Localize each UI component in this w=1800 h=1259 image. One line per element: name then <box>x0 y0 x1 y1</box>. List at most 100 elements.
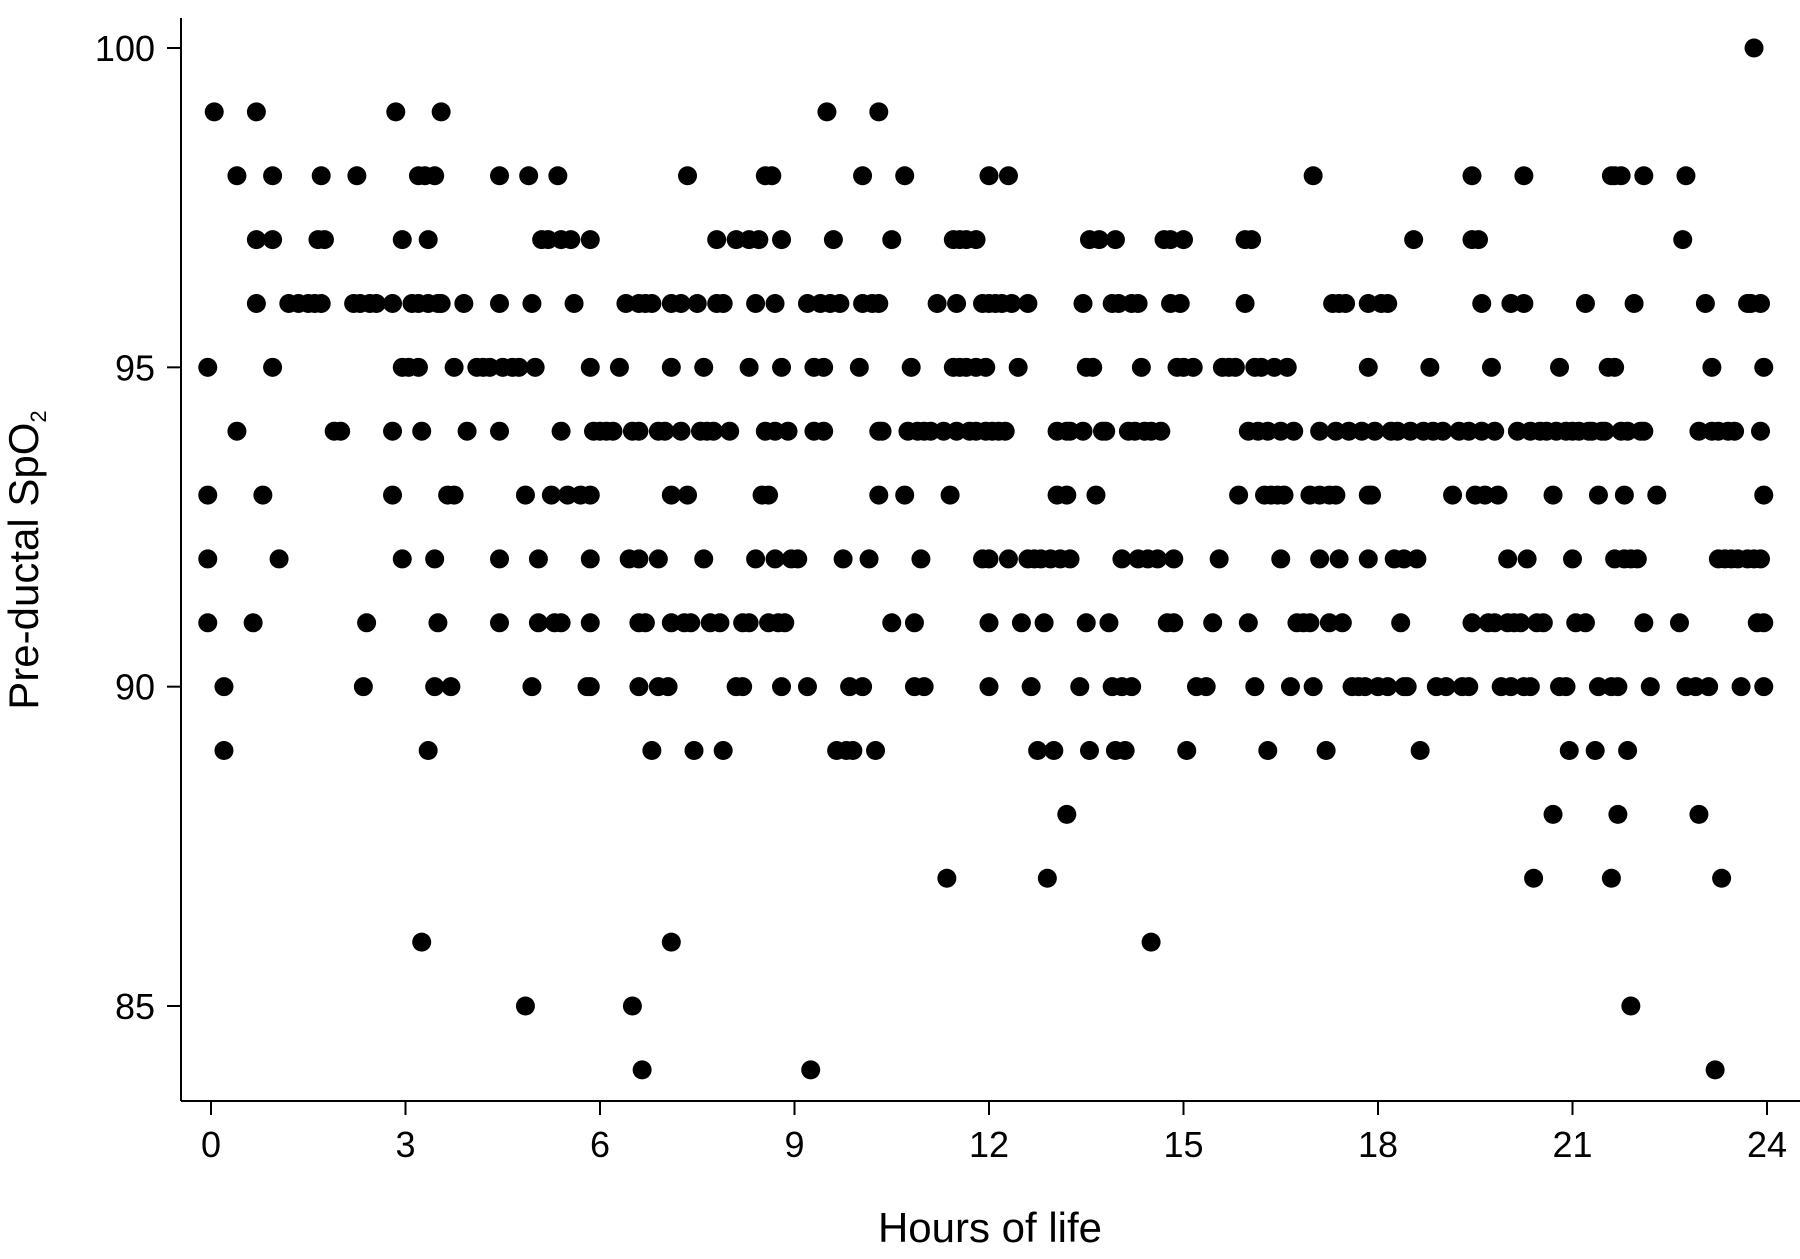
data-point <box>1608 804 1628 824</box>
data-point <box>1550 357 1570 377</box>
data-point <box>671 421 691 441</box>
data-point <box>548 166 568 186</box>
x-tick-label: 0 <box>201 1124 221 1165</box>
data-point <box>1151 421 1171 441</box>
data-point <box>979 613 999 633</box>
data-point <box>1514 293 1534 313</box>
data-point <box>1170 293 1190 313</box>
data-point <box>392 230 412 250</box>
data-point <box>515 485 535 505</box>
data-point <box>1498 549 1518 569</box>
data-point <box>1073 293 1093 313</box>
data-point <box>1410 741 1430 761</box>
data-point <box>528 613 548 633</box>
data-point <box>347 166 367 186</box>
data-point <box>713 741 733 761</box>
data-point <box>551 613 571 633</box>
data-point <box>425 166 445 186</box>
data-point <box>541 485 561 505</box>
data-point <box>1070 677 1090 697</box>
data-point <box>1559 741 1579 761</box>
data-point <box>418 230 438 250</box>
y-axis-title: Pre-ductal SpO2 <box>0 410 51 709</box>
data-point <box>1141 932 1161 952</box>
data-point <box>1673 230 1693 250</box>
data-point <box>655 421 675 441</box>
data-points <box>198 38 1774 1080</box>
data-point <box>823 230 843 250</box>
data-point <box>1481 357 1501 377</box>
data-point <box>622 996 642 1016</box>
data-point <box>869 102 889 122</box>
x-tick-label: 21 <box>1552 1124 1592 1165</box>
data-point <box>1605 357 1625 377</box>
data-point <box>1164 549 1184 569</box>
data-point <box>998 166 1018 186</box>
data-point <box>425 549 445 569</box>
data-point <box>1037 868 1057 888</box>
x-axis-ticks: 0 3 6 9 12 15 18 21 24 <box>201 1101 1787 1165</box>
data-point <box>979 549 999 569</box>
data-point <box>331 421 351 441</box>
data-point <box>1514 166 1534 186</box>
data-point <box>204 102 224 122</box>
data-point <box>431 293 451 313</box>
data-point <box>762 166 782 186</box>
data-point <box>1002 293 1022 313</box>
data-point <box>198 613 218 633</box>
data-point <box>817 102 837 122</box>
data-point <box>246 230 266 250</box>
x-axis-title: Hours of life <box>878 1204 1102 1251</box>
data-point <box>1676 166 1696 186</box>
data-point <box>1196 677 1216 697</box>
data-point <box>1310 421 1330 441</box>
data-point <box>882 613 902 633</box>
data-point <box>1563 549 1582 569</box>
data-point <box>246 293 266 313</box>
data-point <box>1754 485 1774 505</box>
data-point <box>1611 166 1631 186</box>
data-point <box>1754 677 1774 697</box>
data-point <box>418 741 438 761</box>
data-point <box>1122 677 1142 697</box>
data-point <box>927 293 947 313</box>
data-point <box>1556 677 1576 697</box>
data-point <box>1462 613 1482 633</box>
data-point <box>263 357 283 377</box>
data-point <box>357 613 377 633</box>
data-point <box>1640 677 1660 697</box>
data-point <box>1086 485 1106 505</box>
data-point <box>869 485 889 505</box>
data-point <box>1634 613 1654 633</box>
data-point <box>778 421 798 441</box>
data-point <box>1511 613 1531 633</box>
data-point <box>1099 613 1119 633</box>
data-point <box>1229 485 1249 505</box>
data-point <box>428 613 448 633</box>
data-point <box>1468 230 1488 250</box>
data-point <box>947 293 967 313</box>
data-point <box>733 677 753 697</box>
data-point <box>1751 549 1771 569</box>
data-point <box>979 166 999 186</box>
data-point <box>911 549 931 569</box>
data-point <box>671 293 691 313</box>
data-point <box>1225 357 1245 377</box>
data-point <box>1524 868 1544 888</box>
y-tick-label: 100 <box>95 28 155 69</box>
data-point <box>383 293 403 313</box>
data-point <box>1520 677 1540 697</box>
data-point <box>684 741 704 761</box>
data-point <box>814 421 834 441</box>
data-point <box>561 230 581 250</box>
data-point <box>580 677 600 697</box>
data-point <box>454 293 474 313</box>
data-point <box>772 230 792 250</box>
x-tick-label: 15 <box>1163 1124 1203 1165</box>
data-point <box>1404 230 1424 250</box>
data-point <box>872 421 892 441</box>
data-point <box>694 357 714 377</box>
data-point <box>1112 549 1132 569</box>
data-point <box>1689 804 1709 824</box>
